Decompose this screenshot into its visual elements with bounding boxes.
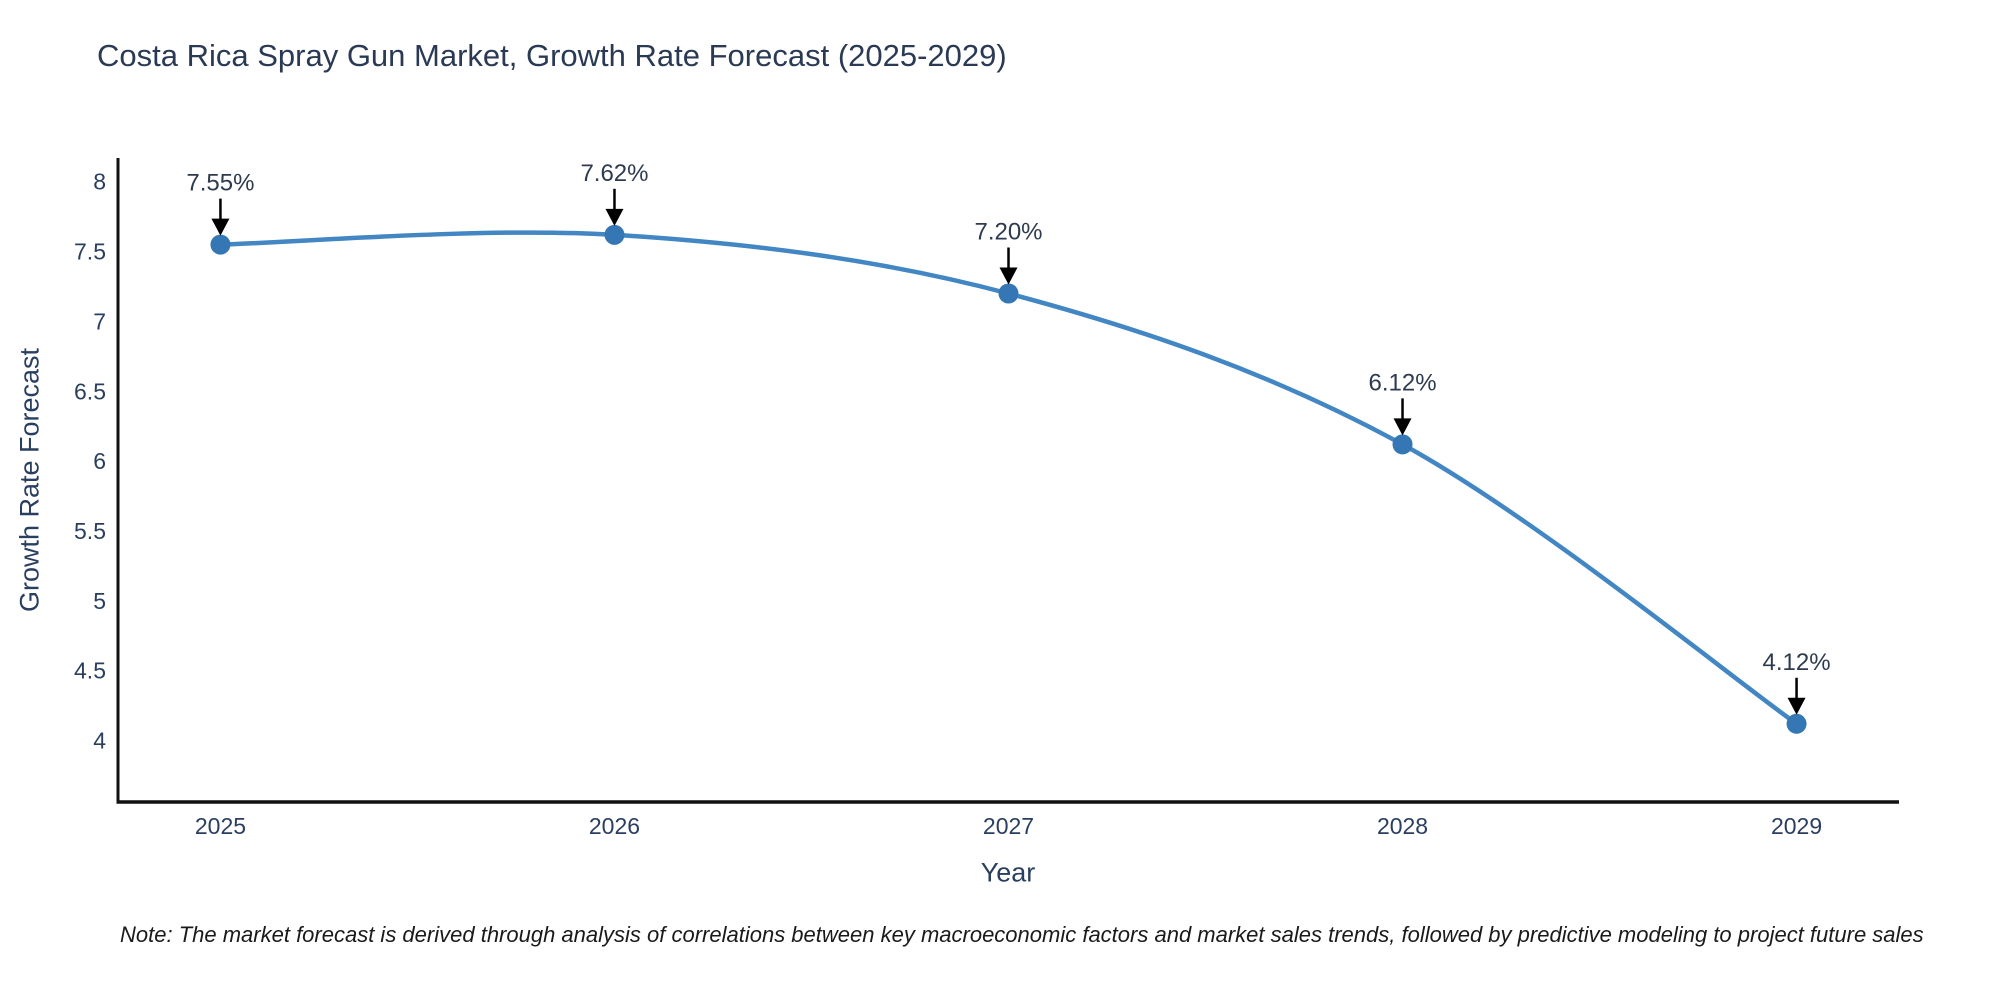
data-point-marker <box>1786 713 1807 734</box>
footnote: Note: The market forecast is derived thr… <box>120 922 1924 947</box>
x-axis-title: Year <box>980 857 1036 888</box>
point-annotation: 7.55% <box>186 170 254 197</box>
annotation-arrowhead-icon <box>1787 697 1806 715</box>
annotation-arrowhead-icon <box>605 208 624 226</box>
data-point-marker <box>210 234 231 255</box>
data-point-marker <box>998 283 1019 304</box>
chart-title: Costa Rica Spray Gun Market, Growth Rate… <box>97 38 1007 73</box>
point-annotation: 7.62% <box>580 160 648 187</box>
y-tick-label: 7 <box>93 308 106 334</box>
y-tick-label: 4.5 <box>74 658 106 684</box>
y-tick-label: 5.5 <box>74 518 106 544</box>
data-point-marker <box>1392 434 1413 455</box>
point-annotation: 7.20% <box>974 219 1042 246</box>
y-tick-label: 4 <box>93 728 106 754</box>
annotation-arrowhead-icon <box>1393 418 1412 436</box>
y-tick-label: 8 <box>93 169 106 195</box>
data-point-marker <box>604 224 625 245</box>
annotation-arrowhead-icon <box>999 267 1018 285</box>
y-tick-label: 6.5 <box>74 378 106 404</box>
x-tick-label: 2026 <box>589 813 640 839</box>
x-tick-label: 2029 <box>1771 813 1822 839</box>
x-tick-label: 2028 <box>1377 813 1428 839</box>
forecast-line <box>218 230 1799 727</box>
y-tick-label: 6 <box>93 448 106 474</box>
point-annotation: 4.12% <box>1763 649 1831 676</box>
x-tick-label: 2027 <box>983 813 1034 839</box>
x-tick-label: 2025 <box>195 813 246 839</box>
y-tick-label: 7.5 <box>74 239 106 265</box>
point-annotation: 6.12% <box>1368 369 1436 396</box>
y-tick-label: 5 <box>93 588 106 614</box>
annotation-arrowhead-icon <box>211 218 230 236</box>
